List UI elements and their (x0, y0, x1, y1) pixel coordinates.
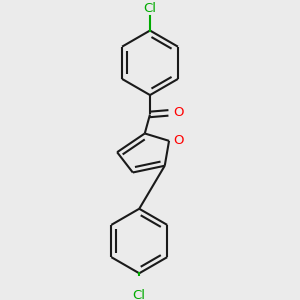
Text: O: O (173, 106, 184, 119)
Text: O: O (173, 134, 184, 147)
Text: Cl: Cl (133, 289, 146, 300)
Text: Cl: Cl (143, 2, 157, 15)
